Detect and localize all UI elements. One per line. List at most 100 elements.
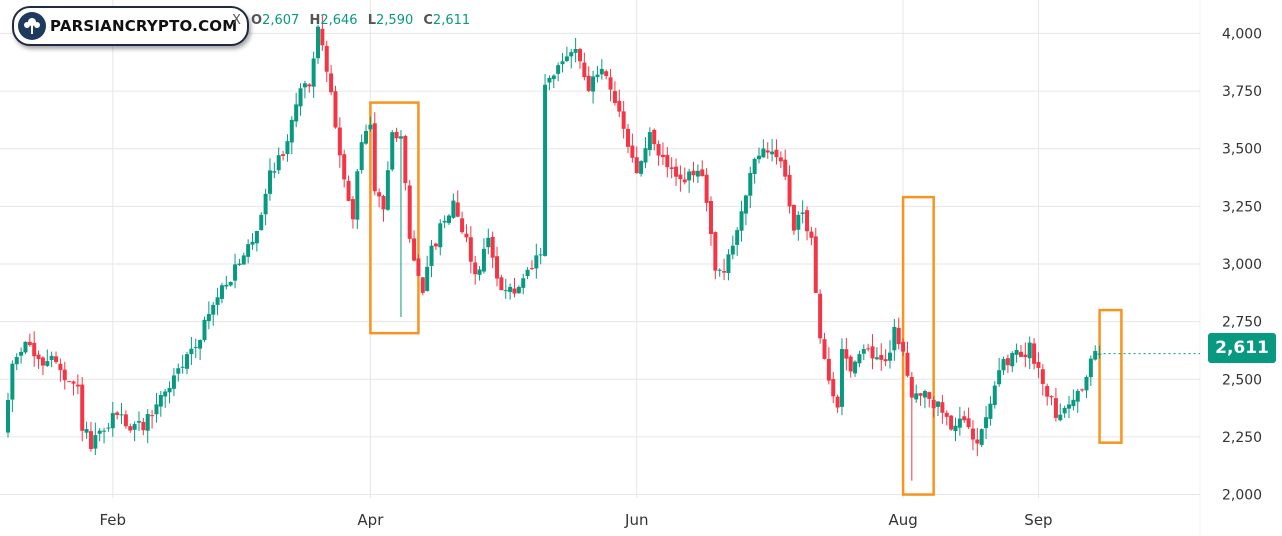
highlight-box <box>369 101 420 335</box>
candle <box>604 69 609 80</box>
candle-body <box>425 266 430 291</box>
candle <box>342 149 347 188</box>
candle-body <box>420 277 425 293</box>
candle <box>538 248 543 265</box>
candle <box>481 238 486 274</box>
candle-body <box>58 363 63 371</box>
ohlc-low: L2,590 <box>367 13 414 28</box>
candle <box>97 428 102 442</box>
candle <box>639 160 644 177</box>
candle-body <box>857 354 862 364</box>
candle-body <box>944 412 949 417</box>
candle-body <box>346 180 351 201</box>
candle <box>922 389 927 409</box>
candle <box>1080 388 1085 393</box>
candle <box>359 134 364 174</box>
candle <box>237 258 242 266</box>
candle-body <box>67 381 72 383</box>
candle <box>1093 345 1098 361</box>
candle <box>984 405 989 440</box>
candle-body <box>32 342 37 357</box>
candle-body <box>123 414 128 427</box>
candle <box>1005 354 1010 373</box>
candle-body <box>320 28 325 46</box>
candle-body <box>97 430 102 434</box>
candle-body <box>1080 389 1085 391</box>
candle-body <box>481 248 486 272</box>
candle <box>158 391 163 417</box>
highlight-box <box>1098 308 1123 444</box>
candle <box>809 226 814 246</box>
candle-body <box>669 167 674 169</box>
candle-body <box>189 348 194 355</box>
candle-body <box>176 368 181 374</box>
candle-body <box>791 204 796 231</box>
candle-body <box>800 212 805 214</box>
candle-body <box>193 346 198 348</box>
candle <box>394 127 399 143</box>
candle-body <box>835 396 840 408</box>
candle-body <box>54 356 59 363</box>
y-tick-label: 4,000 <box>1222 26 1262 42</box>
candle-body <box>259 214 264 231</box>
candle-body <box>962 416 967 421</box>
y-tick-label: 2,500 <box>1222 372 1262 388</box>
candle <box>233 253 238 289</box>
candle-body <box>678 174 683 180</box>
candle <box>748 166 753 209</box>
candle <box>298 83 303 116</box>
candle-body <box>652 129 657 145</box>
candle <box>761 139 766 158</box>
x-tick-label: Feb <box>100 511 127 529</box>
candle <box>377 188 382 208</box>
candle <box>647 127 652 157</box>
candle-body <box>14 357 19 365</box>
candle <box>115 411 120 420</box>
candle <box>364 124 369 145</box>
candle-body <box>626 128 631 147</box>
candle <box>957 406 962 436</box>
candle <box>1040 364 1045 396</box>
candle <box>521 273 526 295</box>
candle-body <box>853 361 858 374</box>
candle <box>805 206 810 241</box>
symbol-fragment: X <box>232 13 241 28</box>
candle-series[interactable] <box>6 14 1102 481</box>
candle <box>887 340 892 369</box>
candle <box>198 339 203 361</box>
candle <box>612 81 617 106</box>
candle <box>896 317 901 350</box>
candle-body <box>281 154 286 156</box>
candle <box>250 233 255 250</box>
candle-body <box>80 384 85 431</box>
candle <box>787 165 792 214</box>
candle-body <box>1010 353 1015 367</box>
candle-body <box>887 352 892 361</box>
candle <box>346 175 351 202</box>
candle <box>224 275 229 290</box>
candle <box>1053 387 1058 422</box>
candle <box>145 409 150 444</box>
candle <box>1067 395 1072 419</box>
candle-body <box>595 74 600 78</box>
candle <box>14 353 19 371</box>
candle-body <box>93 435 98 449</box>
candle-body <box>529 268 534 270</box>
candle-body <box>381 196 386 210</box>
candle-body <box>27 341 32 346</box>
candle-body <box>813 236 818 293</box>
candle-body <box>1045 385 1050 397</box>
candle <box>591 70 596 104</box>
candle-body <box>1027 342 1032 359</box>
y-tick-label: 2,000 <box>1222 488 1262 504</box>
candle <box>800 200 805 224</box>
candle <box>717 268 722 277</box>
candle-body <box>940 402 945 413</box>
candle <box>853 360 858 377</box>
candle-body <box>691 170 696 176</box>
candle-body <box>429 245 434 266</box>
candle <box>23 341 28 355</box>
candle <box>45 349 50 368</box>
candle-body <box>975 439 980 444</box>
